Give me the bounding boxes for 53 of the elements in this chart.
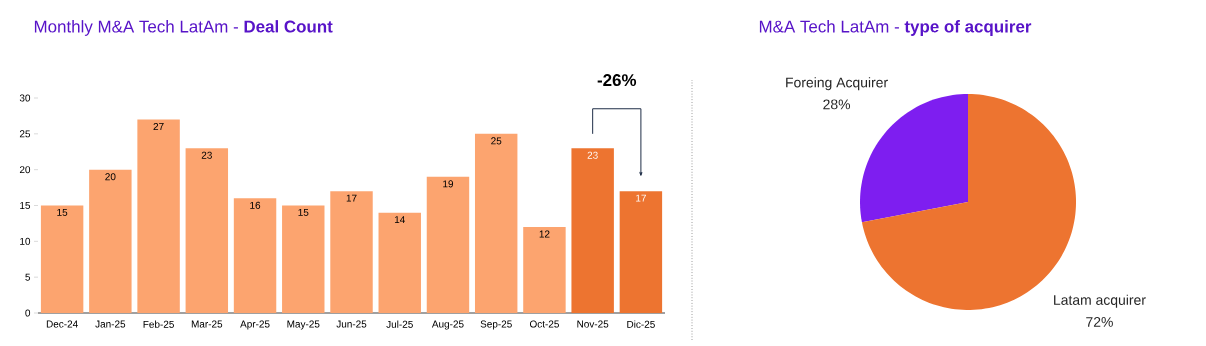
x-tick-label: Dic-25 xyxy=(627,320,655,328)
y-tick-label: 20 xyxy=(19,166,31,174)
data-label: 20 xyxy=(105,173,116,181)
chart-title: M&A Tech LatAm - type of acquirer xyxy=(759,20,1032,36)
x-tick-label: Jan-25 xyxy=(95,320,126,328)
bar xyxy=(89,169,132,313)
bar xyxy=(233,198,277,313)
y-tick-label: 0 xyxy=(25,309,31,317)
bar xyxy=(571,148,614,313)
data-label: 72% xyxy=(1086,316,1113,327)
bar xyxy=(378,212,421,313)
bar xyxy=(474,133,518,313)
data-label: 28% xyxy=(823,99,851,110)
data-label: 23 xyxy=(587,151,598,159)
x-tick-label: Mar-25 xyxy=(191,320,223,328)
x-tick-label: Oct-25 xyxy=(529,320,559,328)
x-tick-label: Nov-25 xyxy=(577,320,609,328)
data-label: 14 xyxy=(394,216,405,224)
y-tick-label: 15 xyxy=(20,202,31,209)
x-tick-label: Aug-25 xyxy=(431,320,464,330)
data-label: 12 xyxy=(539,230,550,238)
data-label: 27 xyxy=(153,123,164,130)
y-tick-label: 5 xyxy=(25,273,31,281)
y-tick-label: 25 xyxy=(19,130,31,138)
bar xyxy=(185,148,229,313)
x-tick-label: May-25 xyxy=(287,320,320,330)
x-tick-label: Apr-25 xyxy=(240,320,270,330)
slice-label: Foreing Acquirer xyxy=(786,77,888,91)
y-tick-label: 10 xyxy=(20,237,31,245)
data-label: 17 xyxy=(346,194,357,202)
data-label: 25 xyxy=(491,137,502,145)
text: -26% xyxy=(597,74,637,87)
data-label: 16 xyxy=(250,201,261,209)
bar xyxy=(282,205,325,313)
chart-title: Monthly M&A Tech LatAm - Deal Count xyxy=(34,20,333,36)
bar xyxy=(40,205,84,313)
bar xyxy=(523,227,566,313)
data-label: 23 xyxy=(201,151,212,159)
x-tick-label: Feb-25 xyxy=(143,320,174,328)
bar xyxy=(619,191,663,313)
slice-label: Latam acquirer xyxy=(1054,294,1146,308)
data-label: 19 xyxy=(443,180,454,188)
x-tick-label: Dec-24 xyxy=(46,320,78,328)
data-label: 15 xyxy=(57,209,68,216)
y-tick-label: 30 xyxy=(19,94,31,102)
x-tick-label: Jul-25 xyxy=(386,320,413,328)
data-label: 15 xyxy=(298,209,309,216)
bar xyxy=(330,191,373,313)
bar xyxy=(137,119,180,313)
bar xyxy=(426,176,470,313)
data-label: 17 xyxy=(636,194,646,202)
x-tick-label: Jun-25 xyxy=(336,320,367,328)
x-tick-label: Sep-25 xyxy=(480,320,512,330)
